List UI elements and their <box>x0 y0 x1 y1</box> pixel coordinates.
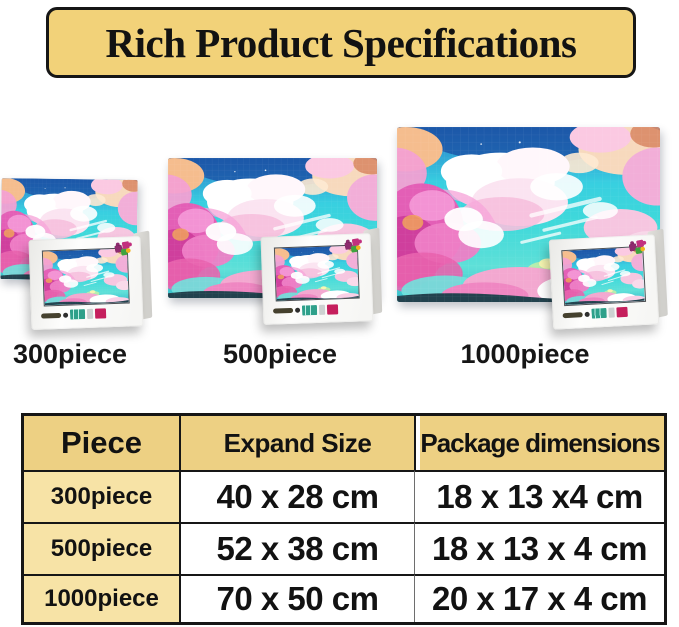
piece-count-label-300: 300piece <box>12 339 128 369</box>
brand-logo-green-block <box>590 308 607 320</box>
table-cell-expand-300: 40 x 28 cm <box>179 470 414 522</box>
box-face <box>260 233 374 325</box>
puzzle-box-1000 <box>548 228 668 330</box>
piece-count-label-1000: 1000piece <box>460 339 590 369</box>
brand-logo <box>562 307 628 321</box>
brand-logo-gray-block <box>86 309 94 320</box>
piece-count-label-500: 500piece <box>222 339 338 369</box>
table-cell-package-1000: 20 x 17 x 4 cm <box>414 574 664 622</box>
brand-logo-pill <box>272 307 294 314</box>
table-cell-package-500: 18 x 13 x 4 cm <box>414 522 664 574</box>
puzzle-pieces-icon <box>113 240 134 257</box>
brand-logo-pill <box>562 312 583 319</box>
brand-logo <box>272 303 339 316</box>
brand-logo-gray-block <box>318 304 326 315</box>
page-title: Rich Product Specifications <box>105 19 577 66</box>
spec-table: Piece Expand Size Package dimensions 300… <box>21 413 667 625</box>
brand-logo-green-block <box>301 304 318 316</box>
table-header-package-dimensions: Package dimensions <box>414 416 664 470</box>
puzzle-box-500 <box>260 227 383 325</box>
table-header-expand-size: Expand Size <box>179 416 414 470</box>
title-banner: Rich Product Specifications <box>46 7 636 78</box>
brand-logo <box>41 308 107 321</box>
box-face <box>28 236 144 330</box>
box-face <box>548 234 660 330</box>
brand-logo-dot <box>294 307 301 313</box>
brand-logo-green-block <box>70 309 86 320</box>
puzzle-pieces-icon <box>628 238 649 256</box>
brand-logo-red-block <box>326 303 339 315</box>
brand-logo-dot <box>584 311 590 317</box>
brand-logo-pill <box>41 312 62 319</box>
puzzle-pieces-icon <box>343 237 364 254</box>
table-cell-piece-300: 300piece <box>24 470 179 522</box>
brand-logo-dot <box>63 312 69 318</box>
table-cell-package-300: 18 x 13 x4 cm <box>414 470 664 522</box>
table-cell-piece-1000: 1000piece <box>24 574 179 622</box>
puzzle-box-300 <box>28 230 153 330</box>
brand-logo-gray-block <box>607 307 615 319</box>
table-cell-piece-500: 500piece <box>24 522 179 574</box>
table-cell-expand-500: 52 x 38 cm <box>179 522 414 574</box>
brand-logo-red-block <box>615 307 628 318</box>
brand-logo-red-block <box>94 308 107 320</box>
table-header-piece: Piece <box>24 416 179 470</box>
table-cell-expand-1000: 70 x 50 cm <box>179 574 414 622</box>
